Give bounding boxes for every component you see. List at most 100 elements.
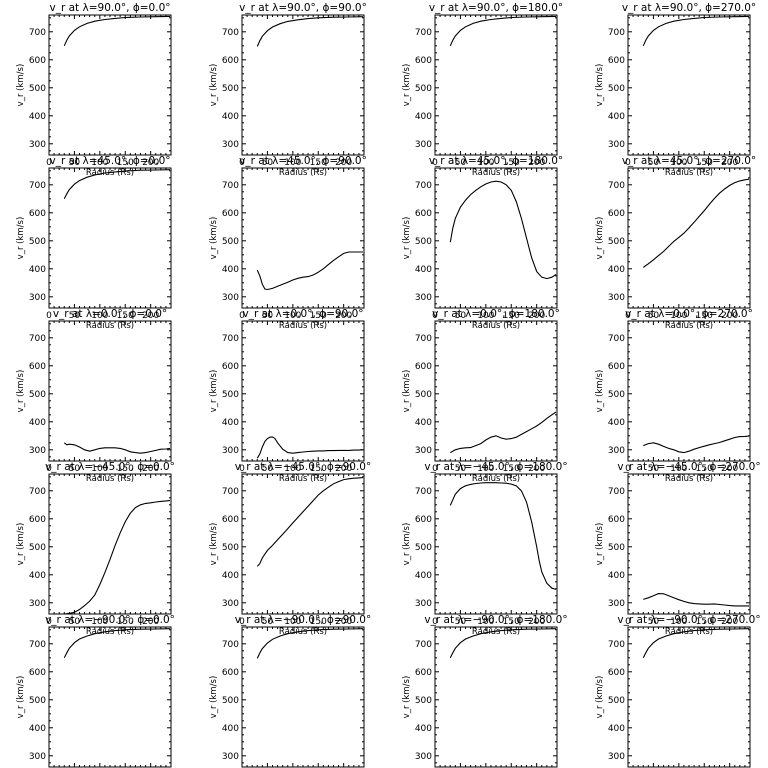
x-tick-label: 200 (335, 617, 352, 627)
plot-panel: v_r at λ=−90.0°, ϕ=90.0°0 50 100 150 200 300 4… (209, 614, 371, 768)
y-axis-label: v_r (km/s) (209, 676, 219, 719)
y-tick-label: 600 (608, 515, 625, 525)
y-tick-label: 500 (415, 84, 432, 94)
y-tick-label: 300 (415, 599, 432, 609)
plot-panel: v_r at λ=90.0°, ϕ=90.0° 0 50 100 150 200 300 40… (209, 2, 367, 178)
y-tick-label: 700 (29, 28, 46, 38)
y-tick-label: 500 (608, 390, 625, 400)
y-tick-label: 600 (608, 362, 625, 372)
x-tick-label: 150 (310, 464, 327, 474)
y-tick-label: 300 (29, 293, 46, 303)
y-tick-label: 300 (415, 752, 432, 762)
plot-title: v_r at λ=−45.0°, ϕ=180.0° (424, 461, 567, 473)
plot-frame (434, 626, 558, 768)
series-line (256, 436, 364, 459)
x-axis-label: Radius (Rs) (279, 168, 327, 178)
x-tick-label: 0 (239, 617, 245, 627)
y-tick-label: 500 (222, 696, 239, 706)
x-tick-label: 100 (91, 464, 108, 474)
plot-panel: v_r at λ=−45.0°, ϕ=180.0°0 50 100 150 200300… (402, 461, 568, 637)
y-tick-label: 600 (29, 209, 46, 219)
series-line (449, 15, 557, 47)
y-tick-label: 600 (608, 56, 625, 66)
y-tick-label: 600 (415, 362, 432, 372)
x-tick-label: 150 (117, 158, 134, 168)
y-tick-label: 300 (29, 140, 46, 150)
x-tick-label: 100 (477, 311, 494, 321)
series-line (63, 442, 171, 454)
y-tick-label: 400 (29, 418, 46, 428)
x-tick-label: 50 (455, 158, 467, 168)
y-axis-label: v_r (km/s) (595, 64, 605, 107)
x-tick-label: 50 (262, 311, 274, 321)
y-tick-label: 600 (222, 362, 239, 372)
y-tick-label: 600 (29, 362, 46, 372)
plot-title: v_r at λ=−45.0°, ϕ=0.0° (45, 461, 175, 473)
x-tick-label: 150 (696, 158, 713, 168)
plot-title: v_r at λ=90.0°, ϕ=180.0° (429, 2, 563, 14)
plot-panel: v_r at λ=90.0°, ϕ=180.0° 0 50 100 150 200 300 4… (402, 2, 563, 178)
y-axis-label: v_r (km/s) (209, 523, 219, 566)
plot-title: v_r at λ=45.0°, ϕ=0.0° (50, 155, 171, 167)
x-tick-label: 150 (117, 311, 134, 321)
x-tick-label: 200 (721, 311, 738, 321)
y-tick-label: 600 (415, 56, 432, 66)
y-tick-label: 700 (608, 28, 625, 38)
x-tick-label: 150 (310, 311, 327, 321)
x-axis-label: Radius (Rs) (86, 627, 134, 637)
y-tick-label: 700 (415, 181, 432, 191)
y-tick-label: 400 (608, 418, 625, 428)
y-tick-label: 600 (415, 209, 432, 219)
x-tick-label: 50 (262, 158, 274, 168)
plot-frame (627, 473, 751, 615)
x-tick-label: 150 (503, 464, 520, 474)
x-axis-label: Radius (Rs) (279, 627, 327, 637)
series-line (643, 593, 749, 607)
x-tick-label: 100 (477, 464, 494, 474)
series-line (256, 628, 364, 659)
series-line (63, 628, 171, 659)
y-tick-label: 400 (29, 265, 46, 275)
plot-title: v_r at λ=90.0°, ϕ=90.0° (239, 2, 367, 14)
plot-panel: v_r at λ=−90.0°, ϕ=0.0°0 50 100 150 200 300 40… (16, 614, 175, 768)
y-axis-label: v_r (km/s) (595, 217, 605, 260)
y-tick-label: 500 (29, 390, 46, 400)
y-axis-label: v_r (km/s) (16, 523, 26, 566)
y-tick-label: 700 (608, 181, 625, 191)
y-tick-label: 300 (415, 140, 432, 150)
y-tick-label: 400 (222, 265, 239, 275)
y-tick-label: 300 (608, 446, 625, 456)
x-tick-label: 150 (310, 158, 327, 168)
y-tick-label: 600 (415, 515, 432, 525)
x-tick-label: 200 (142, 311, 159, 321)
y-tick-label: 400 (29, 571, 46, 581)
x-tick-label: 50 (69, 617, 81, 627)
y-axis-label: v_r (km/s) (16, 64, 26, 107)
series-line (49, 500, 171, 615)
x-tick-label: 100 (670, 464, 687, 474)
x-tick-label: 200 (335, 158, 352, 168)
y-tick-label: 400 (415, 265, 432, 275)
x-axis-label: Radius (Rs) (472, 321, 520, 331)
y-tick-label: 600 (222, 209, 239, 219)
x-tick-label: 150 (696, 464, 713, 474)
y-axis-label: v_r (km/s) (209, 64, 219, 107)
plot-frame (241, 626, 365, 768)
y-tick-label: 300 (222, 446, 239, 456)
series-line (449, 628, 557, 659)
y-tick-label: 500 (222, 543, 239, 553)
y-tick-label: 600 (222, 668, 239, 678)
series-line (642, 15, 750, 47)
y-tick-label: 700 (608, 334, 625, 344)
y-tick-label: 700 (415, 640, 432, 650)
y-tick-label: 400 (222, 724, 239, 734)
plot-panel: v_r at λ=90.0°, ϕ=270.0° 0 50 100 150 200 300 4… (595, 2, 756, 178)
plot-panel: v_r at λ=0.0°, ϕ=90.0°0 50 100 150 200300400… (209, 308, 365, 484)
x-tick-label: 50 (648, 617, 660, 627)
plot-title: v_r at λ=−90.0°, ϕ=90.0° (235, 614, 371, 626)
plot-frame (627, 626, 751, 768)
x-tick-label: 50 (262, 464, 274, 474)
plot-title: v_r at λ=0.0°, ϕ=270.0° (625, 308, 753, 320)
y-tick-label: 400 (415, 418, 432, 428)
y-tick-label: 300 (608, 293, 625, 303)
